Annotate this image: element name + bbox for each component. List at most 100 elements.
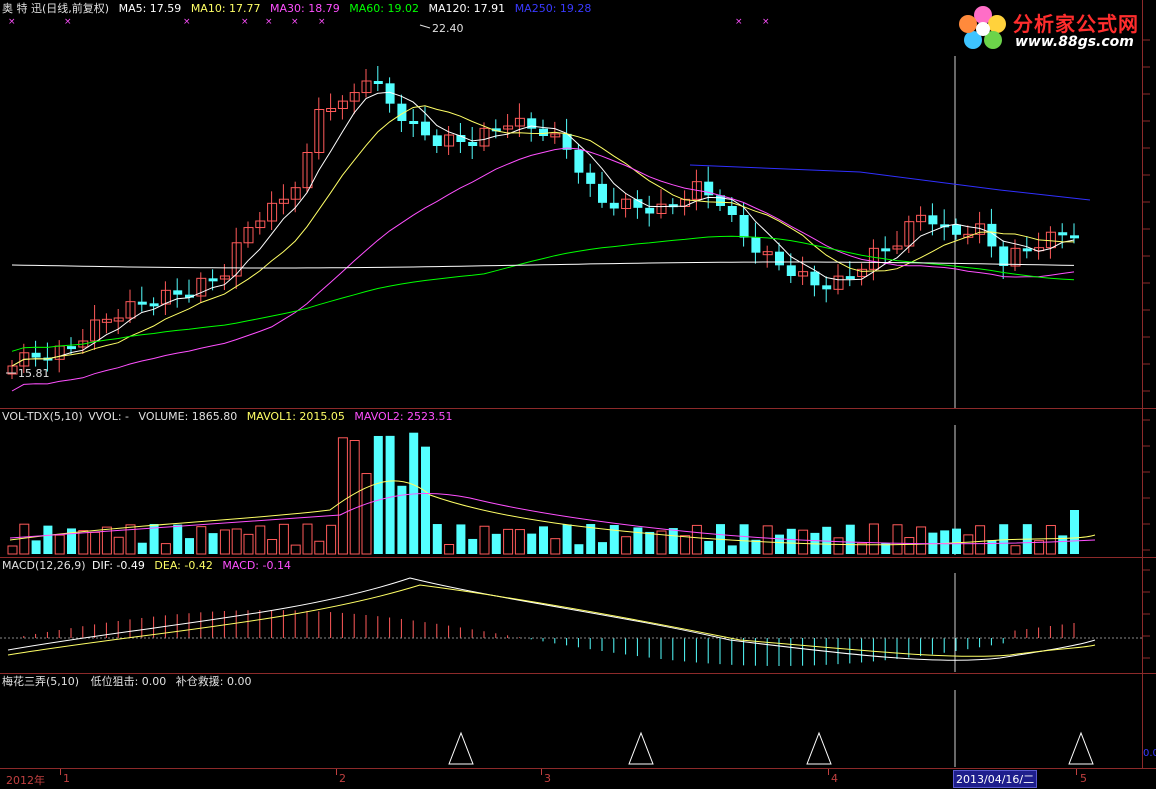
volume-bar-down: [586, 524, 596, 554]
volume-bar-up: [550, 538, 561, 555]
volume-bar-up: [680, 535, 691, 555]
candle-body-down: [527, 118, 537, 129]
volume-bar-down: [173, 524, 183, 554]
volume-bar-down: [491, 533, 501, 554]
candle-body-down: [373, 81, 383, 84]
mavol2-value: MAVOL2: 2523.51: [354, 410, 453, 423]
volume-bar-up: [798, 529, 809, 555]
mavol1-value: MAVOL1: 2015.05: [246, 410, 345, 423]
volume-bar-up: [243, 533, 254, 555]
month-tick: [336, 769, 337, 775]
month-label-1: 1: [63, 772, 70, 785]
candle-body-down: [208, 278, 218, 282]
volume-bar-up: [514, 529, 525, 555]
volume-bar-up: [916, 526, 927, 555]
panel-separator: [0, 673, 1156, 674]
year-label: 2012年: [6, 774, 45, 787]
stock-name: 奥 特 迅: [2, 2, 42, 15]
logo-brand-text: 分析家公式网: [1013, 12, 1139, 36]
candle-body-down: [845, 276, 855, 280]
volume-bar-up: [125, 524, 136, 555]
candle-body-down: [421, 121, 430, 136]
vvol-value: VVOL: -: [88, 410, 130, 423]
candle-body-up: [963, 233, 974, 238]
volume-bar-down: [527, 533, 537, 554]
candle-body-down: [716, 195, 725, 206]
signal-triangle: [628, 731, 654, 765]
volume-bar-up: [302, 523, 313, 555]
volume-bar-up: [101, 526, 112, 555]
volume-bar-down: [704, 540, 714, 554]
candle-body-up: [503, 125, 514, 130]
candle-body-down: [456, 135, 466, 142]
candle-body-up: [255, 220, 266, 229]
candle-body-up: [868, 247, 879, 270]
candle-body-down: [432, 135, 442, 146]
volume-panel-header: VOL-TDX(5,10) VVOL: - VOLUME: 1865.80 MA…: [2, 410, 459, 424]
volume-bar-down: [775, 534, 784, 554]
month-tick: [828, 769, 829, 775]
volume-bar-up: [975, 525, 986, 555]
volume-bar-down: [208, 533, 218, 554]
time-axis[interactable]: 2012年 1 2 3 4 2013/04/16/二 5: [0, 768, 1156, 789]
candle-body-up: [302, 152, 313, 189]
ma60-line: [11, 235, 1075, 352]
candle-body-up: [621, 198, 632, 210]
candle-body-down: [385, 83, 395, 104]
ma30-line: [11, 147, 1075, 392]
ma5-value: MA5: 17.59: [118, 2, 182, 15]
candle-body-down: [149, 303, 159, 307]
month-label-4: 4: [831, 772, 838, 785]
volume-bar-down: [468, 538, 478, 554]
volume-bar-down: [598, 542, 607, 554]
volume-value: VOLUME: 1865.80: [138, 410, 238, 423]
candle-body-down: [645, 207, 655, 214]
volume-bar-up: [904, 537, 915, 555]
volume-bar-up: [857, 542, 868, 555]
candle-body-down: [586, 172, 596, 184]
candle-body-up: [656, 203, 667, 215]
candle-body-down: [727, 206, 737, 215]
candle-body-up: [243, 227, 254, 244]
volume-bar-up: [349, 440, 360, 555]
dif-line: [7, 577, 1096, 661]
volume-bar-up: [290, 544, 301, 555]
volume-bar-down: [67, 528, 76, 554]
volume-bar-up: [762, 525, 773, 555]
volume-bar-down: [185, 538, 194, 554]
candle-body-down: [397, 103, 407, 121]
flower-logo-icon: [959, 6, 1006, 49]
volume-bar-down: [31, 540, 41, 554]
volume-bar-down: [822, 526, 832, 554]
volume-bar-down: [751, 539, 761, 554]
volume-bar-up: [255, 525, 266, 555]
signal-marker: ×: [762, 17, 770, 27]
volume-bar-up: [7, 545, 18, 555]
volume-bar-up: [833, 537, 844, 555]
candle-body-up: [219, 275, 230, 280]
signal-triangle: [1068, 731, 1094, 765]
candle-body-up: [160, 289, 171, 305]
volume-bar-down: [421, 446, 430, 554]
candle-body-down: [562, 133, 572, 150]
ma5-line: [11, 91, 1075, 367]
candle-body-down: [574, 149, 584, 173]
candle-body-up: [514, 117, 525, 127]
candle-body-down: [539, 128, 548, 136]
volume-bar-up: [278, 523, 289, 555]
signal-marker: ×: [318, 17, 326, 27]
volume-bar-down: [456, 524, 466, 554]
low-snipe-value: 低位狙击: 0.00: [90, 675, 167, 688]
volume-bar-up: [479, 525, 490, 555]
month-label-3: 3: [544, 772, 551, 785]
dea-line: [7, 584, 1096, 657]
candle-body-down: [137, 301, 147, 305]
candle-body-down: [491, 128, 501, 132]
candle-body-up: [113, 317, 124, 322]
volume-bar-up: [361, 473, 372, 555]
signal-triangle: [806, 731, 832, 765]
volume-bar-up: [219, 529, 230, 555]
candle-body-down: [633, 199, 643, 208]
dea-value: DEA: -0.42: [154, 559, 213, 572]
